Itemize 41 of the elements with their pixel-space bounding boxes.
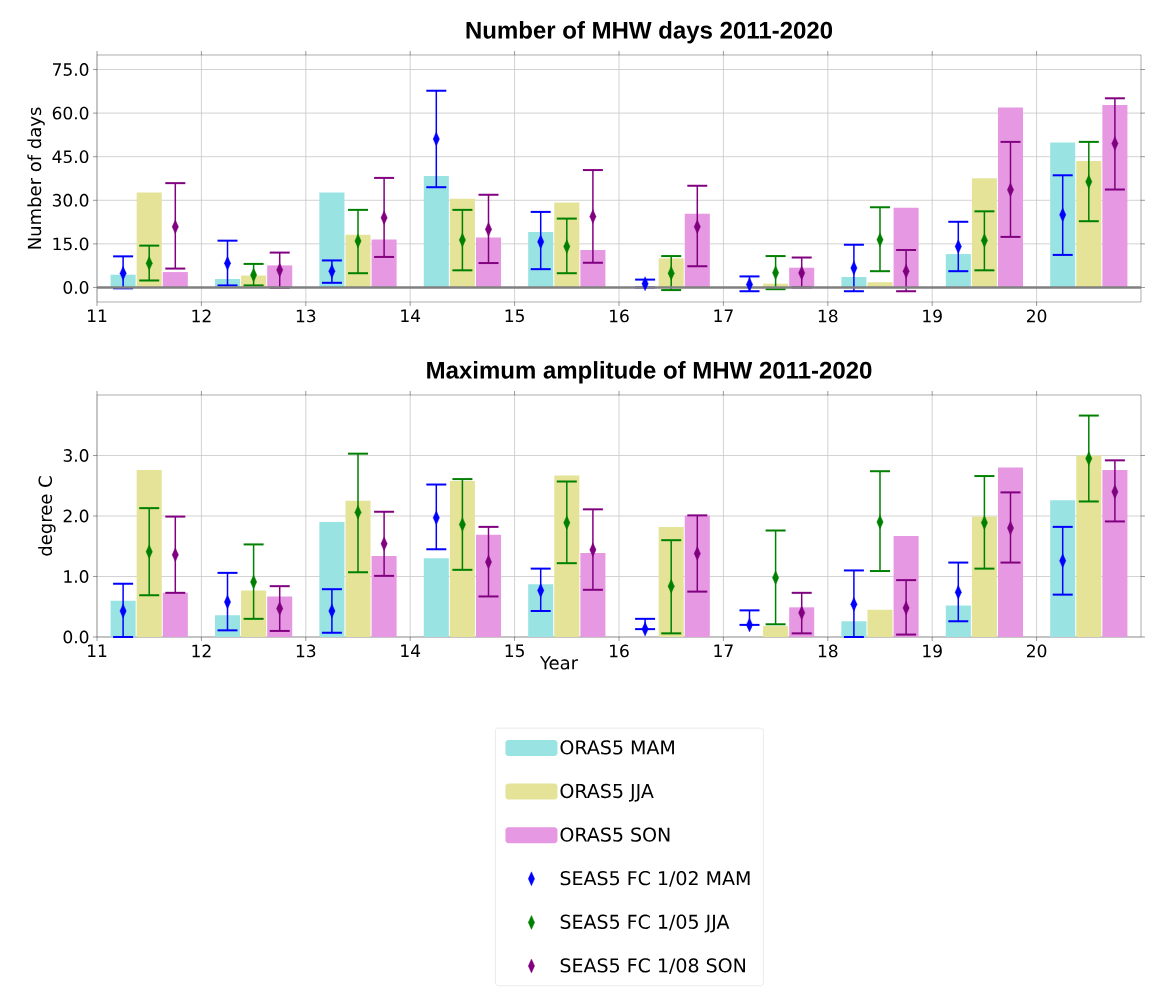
x-tick-label: 14: [401, 309, 421, 322]
x-tick-label: 17: [714, 644, 733, 657]
x-tick-label: 13: [296, 644, 316, 658]
x-axis-title: Year: [539, 656, 579, 670]
x-tick-label: 19: [923, 309, 942, 323]
x-tick-label: 20: [1027, 309, 1047, 323]
y-axis-title: degree C: [38, 476, 56, 556]
x-tick-label: 16: [610, 644, 629, 658]
y-tick-label: 3.0: [63, 449, 89, 462]
x-tick-label: 11: [88, 644, 107, 657]
x-tick-label: 15: [505, 644, 524, 658]
legend-label: SEAS5 FC 1/02 MAM: [560, 870, 750, 887]
x-tick-label: 11: [88, 309, 107, 322]
legend-label: ORAS5 MAM: [560, 740, 674, 755]
chart-title: Number of MHW days 2011-2020: [466, 21, 833, 44]
y-tick-label: 75.0: [53, 63, 89, 76]
x-tick-label: 20: [1027, 644, 1047, 658]
y-tick-label: 15.0: [53, 237, 89, 251]
y-tick-label: 0.0: [63, 281, 89, 294]
x-tick-label: 14: [401, 644, 421, 657]
x-tick-label: 19: [923, 644, 942, 658]
chart-title: Maximum amplitude of MHW 2011-2020: [427, 361, 872, 384]
y-tick-label: 1.0: [64, 570, 89, 583]
legend-label: SEAS5 FC 1/08 SON: [560, 958, 745, 975]
x-tick-label: 12: [192, 309, 211, 323]
x-tick-label: 15: [505, 309, 524, 323]
x-tick-label: 18: [818, 644, 838, 658]
x-tick-label: 17: [714, 309, 733, 322]
legend-label: ORAS5 SON: [560, 827, 670, 842]
y-axis-title: Number of days: [27, 107, 45, 249]
x-tick-label: 16: [610, 309, 629, 323]
x-tick-label: 12: [192, 644, 211, 658]
y-tick-label: 2.0: [63, 509, 89, 523]
y-tick-label: 30.0: [52, 193, 89, 207]
x-tick-label: 13: [296, 309, 316, 323]
legend-label: SEAS5 FC 1/05 JJA: [560, 914, 730, 933]
x-tick-label: 18: [818, 309, 838, 323]
y-tick-label: 60.0: [52, 106, 89, 120]
legend-label: ORAS5 JJA: [560, 783, 654, 802]
y-tick-label: 0.0: [63, 630, 89, 644]
y-tick-label: 45.0: [52, 150, 89, 164]
